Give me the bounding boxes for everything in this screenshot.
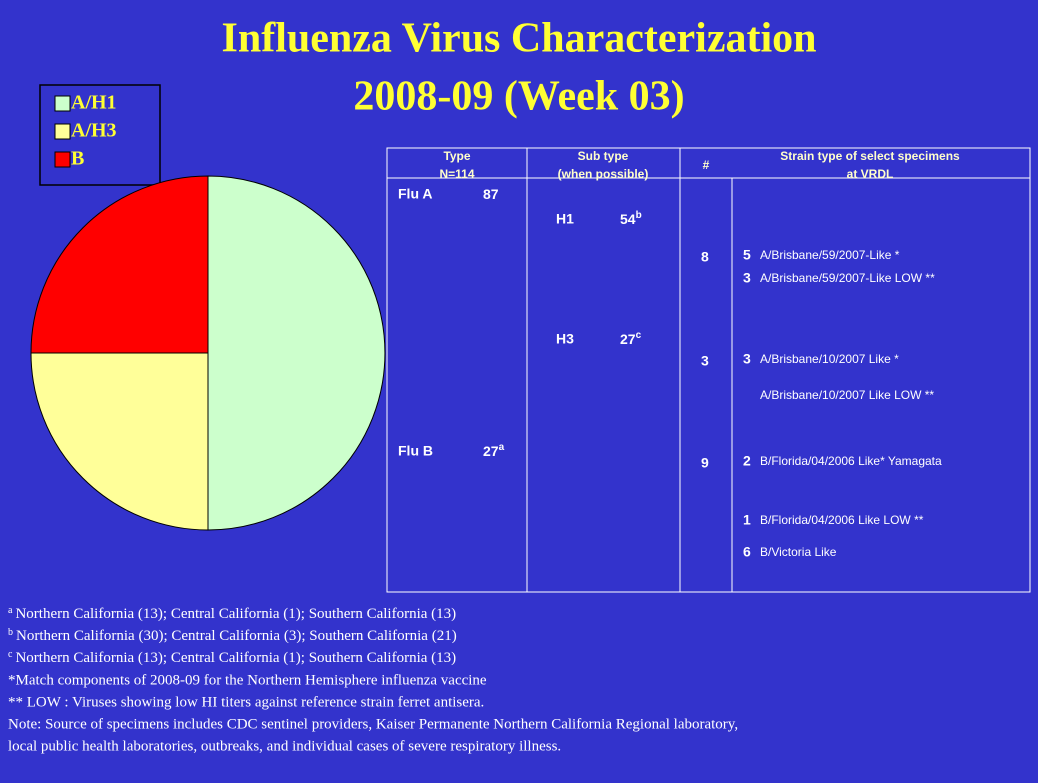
note-mark: a xyxy=(499,442,505,453)
subtype-count: 54 xyxy=(620,211,636,227)
strain-name: B/Florida/04/2006 Like LOW ** xyxy=(760,513,924,527)
table-header: N=114 xyxy=(439,167,474,181)
table-header: Type xyxy=(443,149,470,163)
footnote: c Northern California (13); Central Calif… xyxy=(8,649,456,666)
legend-swatch xyxy=(54,95,71,112)
footnote-text: Northern California (13); Central Califo… xyxy=(15,650,456,666)
group-count: 3 xyxy=(701,353,709,369)
subtype-label: H1 xyxy=(556,211,574,227)
note: ** LOW : Viruses showing low HI titers a… xyxy=(8,694,484,710)
footnote: a Northern California (13); Central Calif… xyxy=(8,605,456,622)
subtype: 54b xyxy=(620,210,642,227)
strain-count: 5 xyxy=(743,247,751,263)
strain-count: 3 xyxy=(743,270,751,286)
legend-label: A/H1 xyxy=(71,92,117,114)
note-mark: b xyxy=(636,210,642,221)
table-header: Sub type xyxy=(578,149,629,163)
strain-name: B/Florida/04/2006 Like* Yamagata xyxy=(760,454,942,468)
table-header: at VRDL xyxy=(847,167,894,181)
strain-name: A/Brisbane/59/2007-Like * xyxy=(760,248,900,262)
type-label: Flu B xyxy=(398,443,433,459)
legend-label: B xyxy=(71,148,84,170)
footnote-mark: c xyxy=(8,649,13,660)
strain-name: A/Brisbane/10/2007 Like * xyxy=(760,352,899,366)
table-header: (when possible) xyxy=(558,167,649,181)
subtype-count: 27 xyxy=(620,331,636,347)
strain-count: 6 xyxy=(743,544,751,560)
table-border xyxy=(386,147,1031,593)
pie-slice xyxy=(207,175,386,531)
legend-swatch xyxy=(54,151,71,168)
footnote: b Northern California (30); Central Calif… xyxy=(8,627,457,644)
strain-count: 2 xyxy=(743,453,751,469)
footnote-text: Northern California (30); Central Califo… xyxy=(16,628,457,644)
table-header: Strain type of select specimens xyxy=(780,149,960,163)
type-label: Flu A xyxy=(398,186,432,202)
subtype: 27c xyxy=(620,330,642,347)
type-count: 87 xyxy=(483,186,499,202)
table-frame xyxy=(386,147,1031,593)
chart-subtitle: 2008-09 (Week 03) xyxy=(353,74,684,120)
footnote-mark: b xyxy=(8,627,13,638)
type: 87 xyxy=(483,186,499,202)
strain-count: 3 xyxy=(743,351,751,367)
legend-swatch xyxy=(54,123,71,140)
table-header: # xyxy=(703,158,710,172)
note: Note: Source of specimens includes CDC s… xyxy=(8,716,738,732)
type-count: 27 xyxy=(483,443,499,459)
chart-title: Influenza Virus Characterization xyxy=(222,16,817,62)
note: local public health laboratories, outbre… xyxy=(8,738,561,754)
subtype-label: H3 xyxy=(556,331,574,347)
strain-count: 1 xyxy=(743,512,751,528)
group-count: 9 xyxy=(701,455,709,471)
strain-name: B/Victoria Like xyxy=(760,545,837,559)
type: 27a xyxy=(483,442,505,459)
strain-name: A/Brisbane/10/2007 Like LOW ** xyxy=(760,388,934,402)
legend-label: A/H3 xyxy=(71,120,117,142)
pie-slice xyxy=(30,175,209,354)
note: *Match components of 2008-09 for the Nor… xyxy=(8,672,487,688)
note-mark: c xyxy=(636,330,642,341)
footnote-text: Northern California (13); Central Califo… xyxy=(15,606,456,622)
pie-slice xyxy=(30,352,209,531)
group-count: 8 xyxy=(701,249,709,265)
footnote-mark: a xyxy=(8,605,13,616)
strain-name: A/Brisbane/59/2007-Like LOW ** xyxy=(760,271,935,285)
legend-box xyxy=(39,84,161,186)
